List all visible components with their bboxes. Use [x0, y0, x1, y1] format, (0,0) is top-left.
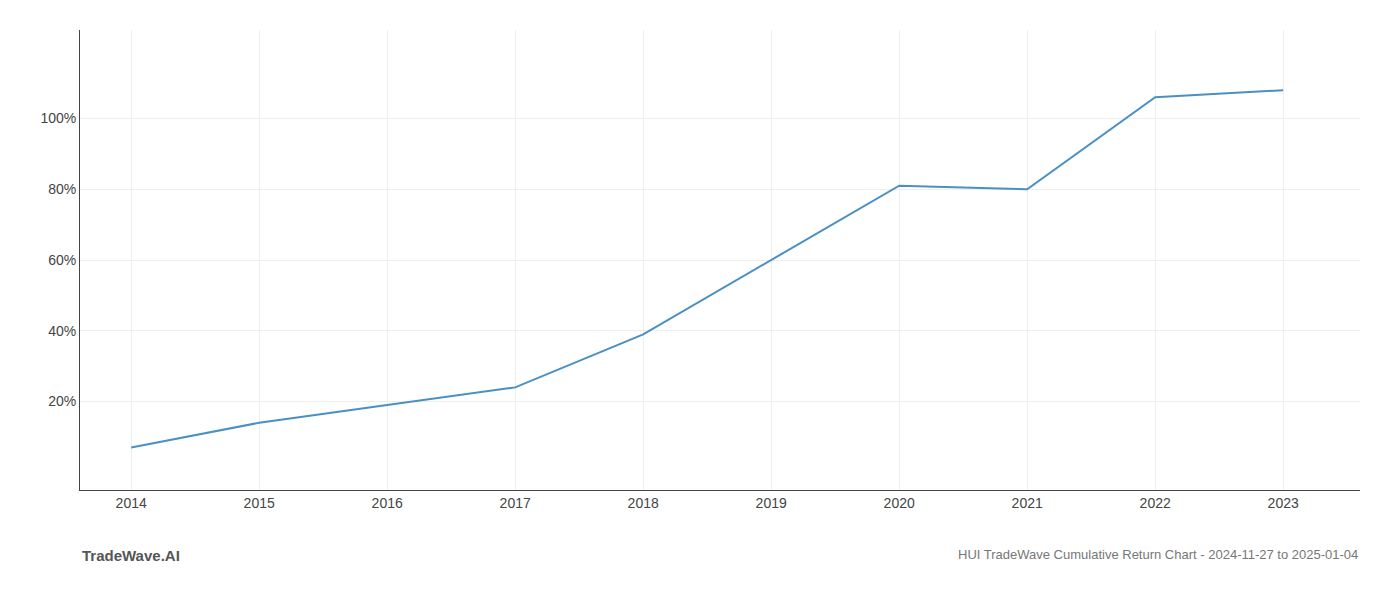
- svg-text:2015: 2015: [244, 495, 275, 511]
- svg-text:2022: 2022: [1140, 495, 1171, 511]
- svg-text:TradeWave.AI: TradeWave.AI: [82, 547, 180, 564]
- svg-text:2018: 2018: [628, 495, 659, 511]
- svg-text:2021: 2021: [1012, 495, 1043, 511]
- svg-text:40%: 40%: [48, 323, 76, 339]
- svg-text:2019: 2019: [756, 495, 787, 511]
- svg-text:2023: 2023: [1268, 495, 1299, 511]
- svg-text:100%: 100%: [40, 110, 76, 126]
- svg-text:60%: 60%: [48, 252, 76, 268]
- svg-text:2014: 2014: [116, 495, 147, 511]
- svg-text:2017: 2017: [500, 495, 531, 511]
- svg-text:2016: 2016: [372, 495, 403, 511]
- svg-text:2020: 2020: [884, 495, 915, 511]
- svg-text:80%: 80%: [48, 181, 76, 197]
- svg-text:HUI TradeWave Cumulative Retur: HUI TradeWave Cumulative Return Chart - …: [958, 547, 1358, 562]
- svg-text:20%: 20%: [48, 393, 76, 409]
